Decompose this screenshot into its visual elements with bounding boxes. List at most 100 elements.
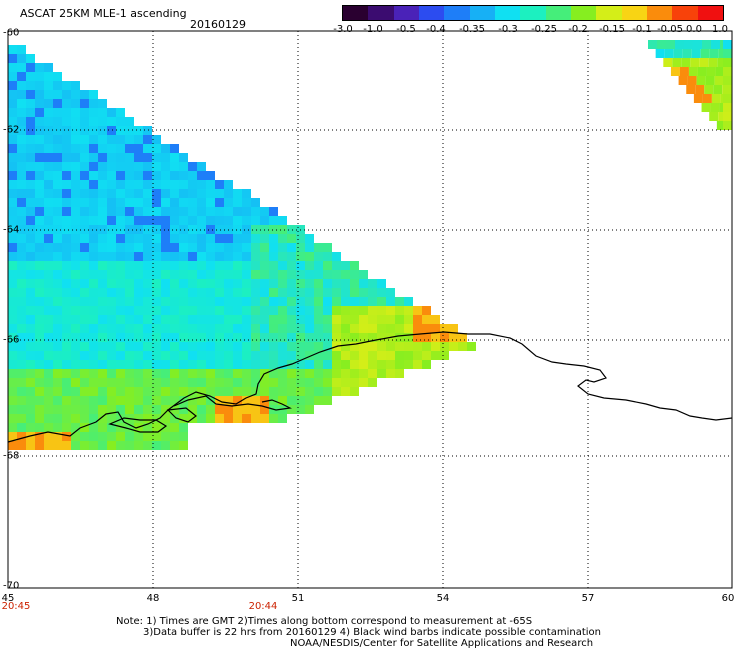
swath-cell — [17, 297, 26, 306]
swath-cell — [224, 270, 233, 279]
swath-cell — [323, 243, 332, 252]
swath-cell — [98, 216, 107, 225]
swath-cell — [314, 351, 323, 360]
swath-cell — [269, 234, 278, 243]
swath-cell — [688, 67, 698, 76]
swath-cell — [125, 252, 134, 261]
swath-cell — [215, 342, 224, 351]
swath-cell — [125, 306, 134, 315]
swath-cell — [170, 189, 179, 198]
swath-cell — [215, 261, 224, 270]
swath-cell — [170, 432, 179, 441]
swath-cell — [8, 423, 17, 432]
swath-cell — [260, 342, 269, 351]
colorbar-swatch — [418, 6, 445, 20]
swath-cell — [71, 216, 80, 225]
swath-cell — [107, 360, 116, 369]
swath-cell — [62, 351, 71, 360]
swath-cell — [80, 432, 89, 441]
swath-cell — [26, 261, 35, 270]
swath-cell — [233, 351, 242, 360]
swath-cell — [664, 49, 674, 58]
swath-cell — [260, 387, 269, 396]
swath-cell — [305, 396, 314, 405]
swath-cell — [98, 243, 107, 252]
swath-cell — [305, 306, 314, 315]
colorbar-labels: -3.0 -1.0 -0.5 -0.4 -0.35 -0.3 -0.25 -0.… — [322, 24, 740, 38]
swath-cell — [80, 324, 89, 333]
lon-label: 51 — [291, 593, 305, 604]
swath-cell — [26, 225, 35, 234]
swath-cell — [377, 360, 386, 369]
colorbar-label: -0.35 — [459, 24, 485, 35]
swath-cell — [26, 360, 35, 369]
swath-cell — [80, 261, 89, 270]
swath-cell — [89, 396, 98, 405]
swath-cell — [62, 171, 71, 180]
swath-cell — [224, 342, 233, 351]
swath-cell — [206, 414, 215, 423]
swath-cell — [691, 49, 701, 58]
swath-cell — [224, 324, 233, 333]
swath-cell — [188, 216, 197, 225]
swath-cell — [35, 189, 44, 198]
swath-cell — [686, 85, 696, 94]
swath-cell — [242, 414, 251, 423]
swath-cell — [62, 324, 71, 333]
swath-cell — [260, 297, 269, 306]
swath-cell — [62, 144, 71, 153]
swath-cell — [723, 94, 732, 103]
swath-cell — [26, 414, 35, 423]
swath-cell — [323, 396, 332, 405]
swath-cell — [723, 40, 732, 49]
swath-cell — [44, 423, 53, 432]
swath-cell — [17, 153, 26, 162]
swath-cell — [170, 333, 179, 342]
swath-cell — [188, 234, 197, 243]
swath-cell — [161, 234, 170, 243]
swath-cell — [242, 198, 251, 207]
swath-cell — [26, 369, 35, 378]
swath-cell — [143, 243, 152, 252]
swath-cell — [26, 162, 35, 171]
swath-cell — [332, 360, 341, 369]
swath-cell — [98, 153, 107, 162]
swath-cell — [125, 405, 134, 414]
swath-cell — [71, 90, 80, 99]
swath-cell — [8, 45, 17, 54]
colorbar — [342, 5, 724, 21]
swath-cell — [8, 207, 17, 216]
swath-cell — [431, 351, 440, 360]
swath-cell — [242, 315, 251, 324]
swath-cell — [206, 360, 215, 369]
swath-cell — [679, 67, 689, 76]
swath-cell — [368, 306, 377, 315]
swath-cell — [215, 378, 224, 387]
swath-cell — [242, 333, 251, 342]
swath-cell — [242, 234, 251, 243]
swath-cell — [197, 171, 206, 180]
swath-cell — [170, 180, 179, 189]
swath-cell — [278, 351, 287, 360]
swath-cell — [62, 342, 71, 351]
swath-cell — [269, 279, 278, 288]
swath-cell — [35, 225, 44, 234]
swath-cell — [197, 396, 206, 405]
swath-cell — [62, 180, 71, 189]
swath-cell — [116, 423, 125, 432]
swath-cell — [323, 306, 332, 315]
swath-cell — [233, 189, 242, 198]
swath-cell — [368, 288, 377, 297]
swath-cell — [197, 378, 206, 387]
swath-cell — [323, 333, 332, 342]
swath-cell — [188, 180, 197, 189]
swath-cell — [206, 189, 215, 198]
swath-cell — [702, 40, 711, 49]
swath-cell — [161, 198, 170, 207]
swath-cell — [53, 279, 62, 288]
swath-cell — [26, 405, 35, 414]
swath-cell — [242, 252, 251, 261]
swath-cell — [35, 396, 44, 405]
swath-cell — [269, 288, 278, 297]
swath-cell — [116, 171, 125, 180]
